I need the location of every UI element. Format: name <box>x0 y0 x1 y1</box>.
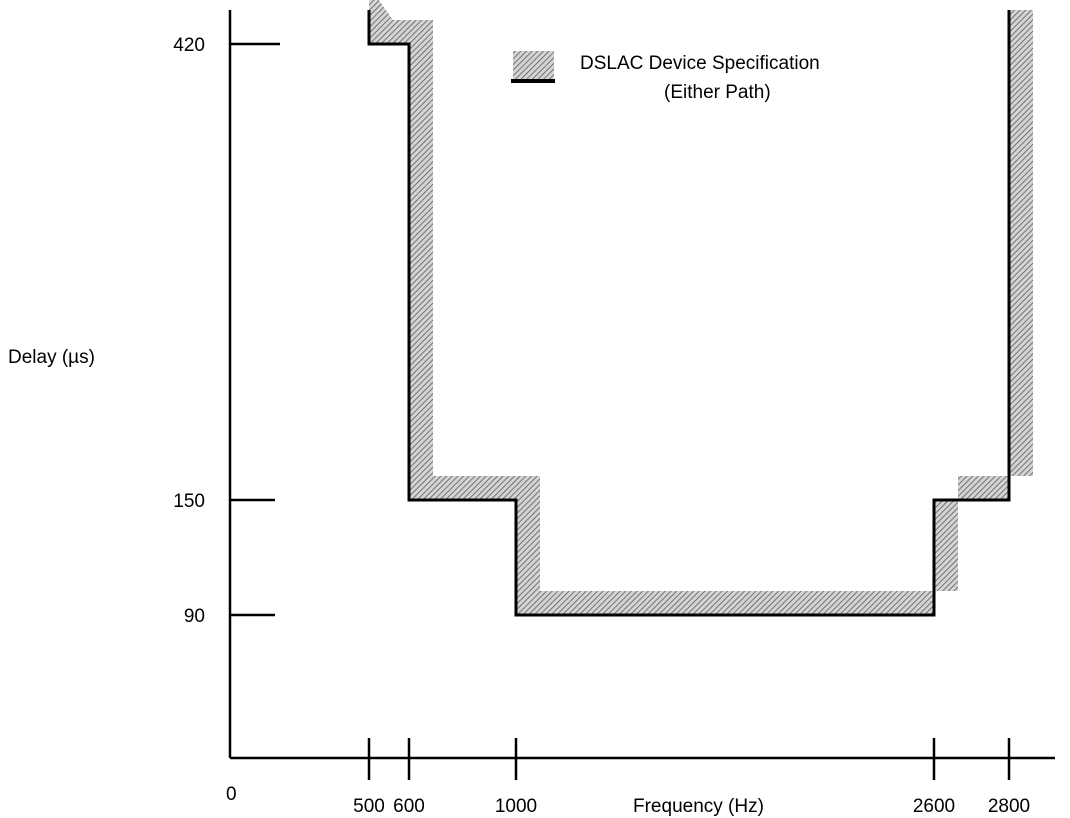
y-tick-label-420: 420 <box>173 35 205 56</box>
series-line-spec <box>367 10 1011 617</box>
legend-hatch-swatch <box>513 51 554 79</box>
y-tick-label-150: 150 <box>173 491 205 512</box>
ticks: 500 600 1000 2600 2800 90 150 420 <box>173 35 1030 817</box>
legend-label-line2: (Either Path) <box>664 82 771 103</box>
x-tick-label-1000: 1000 <box>495 796 537 817</box>
x-tick-label-2600: 2600 <box>913 796 955 817</box>
x-axis-label: Frequency (Hz) <box>633 796 764 817</box>
plot-area <box>367 0 1033 617</box>
y-axis-label: Delay (µs) <box>8 347 95 368</box>
legend: DSLAC Device Specification (Either Path) <box>511 51 820 103</box>
axes <box>228 10 1055 760</box>
origin-label: 0 <box>226 784 237 805</box>
legend-label-line1: DSLAC Device Specification <box>580 53 820 74</box>
x-tick-label-500: 500 <box>353 796 385 817</box>
x-tick-label-2800: 2800 <box>988 796 1030 817</box>
x-tick-label-600: 600 <box>393 796 425 817</box>
y-tick-label-90: 90 <box>184 606 205 627</box>
